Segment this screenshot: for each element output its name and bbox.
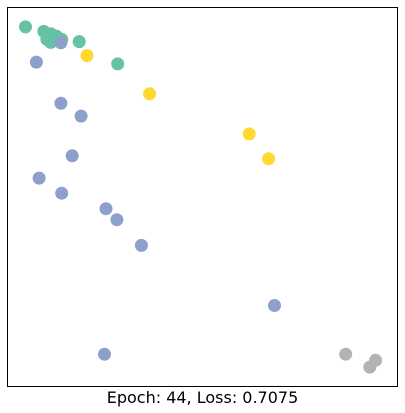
node-point-s2-2 <box>242 127 256 141</box>
node-point-s0-7 <box>72 35 86 49</box>
node-point-s2-1 <box>143 87 157 101</box>
node-point-s1-10 <box>268 299 281 312</box>
data-points <box>19 20 383 374</box>
node-point-s2-3 <box>262 152 276 166</box>
node-point-s1-7 <box>99 202 113 216</box>
node-point-s0-6 <box>44 35 58 49</box>
node-point-s1-6 <box>55 186 69 200</box>
node-point-s1-4 <box>65 149 79 163</box>
node-point-s3-0 <box>339 347 353 361</box>
node-point-s1-0 <box>54 36 68 50</box>
node-point-s1-3 <box>74 109 88 123</box>
node-point-s3-2 <box>363 360 377 374</box>
node-point-s1-2 <box>54 96 68 110</box>
node-point-s1-5 <box>32 171 46 185</box>
node-point-s1-9 <box>134 238 148 252</box>
node-point-s2-0 <box>80 49 94 63</box>
node-point-s1-1 <box>29 55 43 69</box>
node-point-s1-11 <box>98 347 111 361</box>
node-point-s0-0 <box>19 20 32 34</box>
node-point-s1-8 <box>110 213 124 227</box>
node-point-s0-8 <box>111 57 125 71</box>
plot-frame <box>7 7 398 387</box>
epoch-loss-label: Epoch: 44, Loss: 0.7075 <box>106 388 299 407</box>
